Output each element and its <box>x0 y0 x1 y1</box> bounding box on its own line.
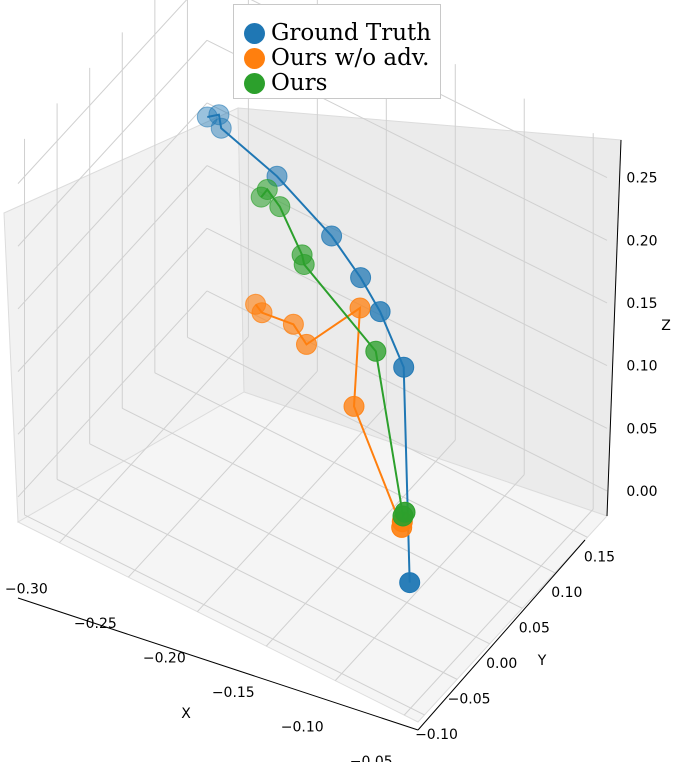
x-gridline <box>265 439 456 647</box>
x-tick-label: −0.30 <box>5 582 48 598</box>
x-tick-label: −0.05 <box>350 754 393 762</box>
legend-label-ours: Ours <box>271 70 328 96</box>
x-axis-line <box>17 597 419 731</box>
z-gridline-right <box>206 102 608 304</box>
data-series <box>196 104 421 594</box>
series-point-ground-truth <box>369 301 391 323</box>
legend-label-ground-truth: Ground Truth <box>271 20 432 46</box>
z-axis-line <box>606 139 622 517</box>
z-gridline-left <box>17 227 208 435</box>
series-point-ours-w-o-adv <box>296 333 317 355</box>
z-gridline-left <box>17 102 208 310</box>
y-tick-label: −0.05 <box>448 691 491 707</box>
y-axis-line <box>417 539 586 731</box>
x-tick-label: −0.25 <box>74 616 117 632</box>
y-axis-title: Y <box>537 653 547 669</box>
x-gridline <box>196 405 387 612</box>
z-tick-label: 0.00 <box>626 484 657 500</box>
y-gridline <box>154 372 556 574</box>
series-point-ground-truth <box>393 356 415 378</box>
x-gridline <box>127 370 318 578</box>
x-tick-label: −0.20 <box>143 651 186 667</box>
legend: Ground Truth Ours w/o adv. Ours <box>233 4 441 99</box>
z-gridline-left <box>17 39 208 247</box>
series-point-ours <box>293 254 315 275</box>
series-point-ours-w-o-adv <box>343 395 365 417</box>
series-point-ours-w-o-adv <box>251 302 273 324</box>
legend-entry-ours: Ours <box>234 69 327 97</box>
y-tick-label: 0.00 <box>486 656 517 672</box>
x-gridline <box>59 336 249 544</box>
z-axis-title: Z <box>661 318 671 334</box>
y-gridline <box>24 514 425 716</box>
series-point-ground-truth <box>350 267 372 289</box>
y-tick-label: 0.10 <box>551 585 582 601</box>
y-tick-label: 0.05 <box>519 620 550 636</box>
tick-labels: −0.30 −0.25 −0.20 −0.15 −0.10 −0.05 −0.10 −0.05… <box>5 171 658 762</box>
legend-entry-ours-wo-adv: Ours w/o adv. <box>234 44 429 72</box>
series-point-ours-w-o-adv <box>349 297 371 319</box>
z-tick-label: 0.20 <box>626 233 657 249</box>
legend-label-ours-wo-adv: Ours w/o adv. <box>271 45 430 71</box>
y-tick-label: 0.15 <box>584 549 615 565</box>
x-tick-label: −0.10 <box>281 720 324 736</box>
series-point-ground-truth <box>208 104 230 126</box>
z-gridline-right <box>206 227 608 429</box>
series-point-ours <box>394 501 416 523</box>
z-gridline-left <box>17 0 188 184</box>
series-point-ours <box>256 179 278 200</box>
series-point-ours-w-o-adv <box>282 313 304 335</box>
x-axis-title: X <box>181 706 191 722</box>
x-gridline <box>334 474 525 681</box>
z-tick-label: 0.05 <box>626 421 657 437</box>
y-gridline <box>122 407 523 609</box>
series-point-ground-truth <box>321 225 343 247</box>
z-tick-label: 0.10 <box>626 359 657 375</box>
legend-entry-ground-truth: Ground Truth <box>234 19 431 47</box>
series-point-ground-truth <box>399 572 421 594</box>
x-tick-label: −0.15 <box>212 685 255 701</box>
z-gridline-left <box>17 165 208 372</box>
legend-marker-ours <box>244 72 265 94</box>
legend-marker-ours-wo-adv <box>244 47 265 69</box>
y-gridline <box>89 443 490 645</box>
z-gridline-left <box>17 290 208 498</box>
series-point-ground-truth <box>210 117 232 139</box>
y-gridline <box>187 336 588 538</box>
x-gridline <box>403 508 594 716</box>
y-gridline <box>56 478 458 680</box>
series-point-ours <box>365 340 387 362</box>
z-tick-label: 0.25 <box>626 171 657 187</box>
axis-lines <box>17 139 622 731</box>
legend-marker-ground-truth <box>244 22 265 44</box>
y-tick-label: −0.10 <box>415 727 458 743</box>
series-point-ours <box>269 196 291 218</box>
z-gridline-right <box>206 290 608 492</box>
z-tick-label: 0.15 <box>626 296 657 312</box>
